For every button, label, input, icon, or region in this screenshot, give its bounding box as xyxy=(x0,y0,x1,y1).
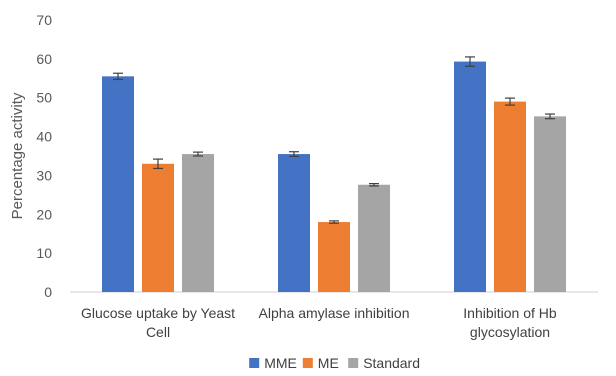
y-axis-label: Percentage activity xyxy=(9,92,26,219)
legend: MME ME Standard xyxy=(249,355,420,371)
legend-label: MME xyxy=(264,355,297,371)
legend-swatch-me xyxy=(302,358,313,368)
bar-me xyxy=(318,222,350,292)
legend-swatch-standard xyxy=(348,358,359,368)
y-tick-label: 70 xyxy=(36,12,52,28)
bar-me xyxy=(494,101,526,292)
category-label: glycosylation xyxy=(470,324,550,340)
category-label: Alpha amylase inhibition xyxy=(259,305,410,321)
y-tick-label: 0 xyxy=(44,284,52,300)
category-label: Glucose uptake by Yeast xyxy=(81,305,235,321)
bar-standard xyxy=(358,184,390,292)
bar-mme xyxy=(278,154,310,292)
y-tick-label: 20 xyxy=(36,206,52,222)
bar-standard xyxy=(182,154,214,292)
y-tick-label: 50 xyxy=(36,90,52,106)
bar-groups xyxy=(102,56,566,292)
bar-mme xyxy=(454,61,486,292)
legend-label: Standard xyxy=(363,355,420,371)
y-axis-ticks: 0 10 20 30 40 50 60 70 xyxy=(36,12,52,300)
legend-label: ME xyxy=(318,355,339,371)
bar-me xyxy=(142,163,174,292)
bar-standard xyxy=(534,116,566,292)
category-labels: Glucose uptake by Yeast Cell Alpha amylase… xyxy=(81,305,557,340)
y-tick-label: 10 xyxy=(36,245,52,261)
y-tick-label: 40 xyxy=(36,129,52,145)
category-label: Cell xyxy=(146,324,170,340)
category-label: Inhibition of Hb xyxy=(463,305,557,321)
y-tick-label: 30 xyxy=(36,167,52,183)
legend-swatch-mme xyxy=(249,358,260,368)
bar-mme xyxy=(102,76,134,292)
y-tick-label: 60 xyxy=(36,51,52,67)
